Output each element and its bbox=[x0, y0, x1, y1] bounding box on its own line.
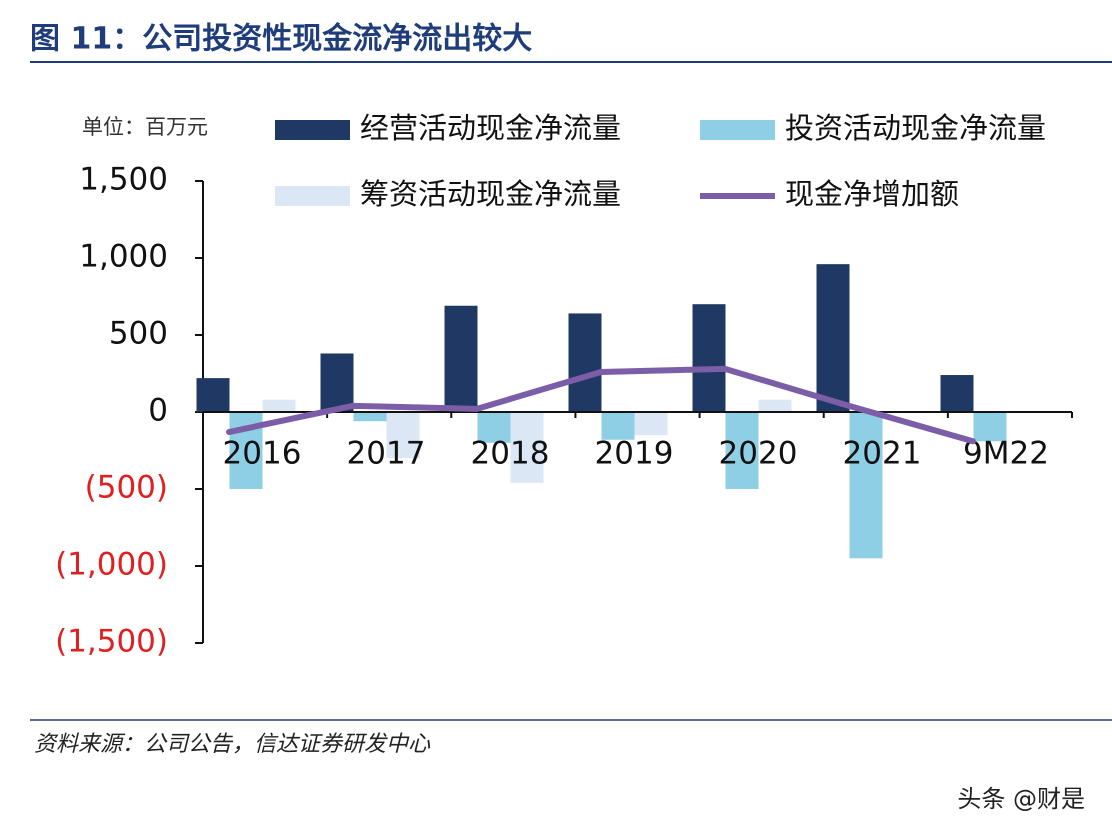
bar bbox=[973, 412, 1007, 442]
y-tick-label: 1,500 bbox=[79, 162, 168, 198]
y-tick-label: (1,500) bbox=[55, 624, 168, 660]
chart-title: 图 11：公司投资性现金流净流出较大 bbox=[30, 22, 532, 57]
x-tick-label: 2018 bbox=[471, 436, 550, 472]
bar bbox=[940, 375, 974, 412]
bar bbox=[196, 378, 230, 412]
bar bbox=[262, 399, 296, 412]
unit-label: 单位：百万元 bbox=[82, 115, 208, 139]
x-tick-label: 2020 bbox=[719, 436, 798, 472]
legend-swatch bbox=[275, 120, 350, 140]
legend-label: 筹资活动现金净流量 bbox=[360, 177, 621, 211]
x-tick-label: 2019 bbox=[595, 436, 674, 472]
y-tick-label: 500 bbox=[109, 316, 168, 352]
watermark: 头条 @财是 bbox=[957, 785, 1085, 813]
bar bbox=[692, 304, 726, 412]
bar bbox=[849, 412, 883, 559]
bar bbox=[725, 412, 759, 489]
legend-swatch bbox=[700, 120, 775, 140]
y-tick-label: 0 bbox=[148, 393, 168, 429]
bar bbox=[386, 412, 420, 459]
y-tick-label: 1,000 bbox=[79, 239, 168, 275]
y-tick-label: (500) bbox=[85, 470, 168, 506]
bar bbox=[601, 412, 635, 440]
legend-label: 投资活动现金净流量 bbox=[785, 111, 1046, 145]
bar bbox=[634, 412, 668, 436]
bar bbox=[477, 412, 511, 443]
x-tick-label: 9M22 bbox=[963, 436, 1049, 472]
bar bbox=[758, 399, 792, 412]
x-tick-label: 2016 bbox=[223, 436, 302, 472]
legend-label: 经营活动现金净流量 bbox=[360, 111, 621, 145]
bar bbox=[816, 264, 850, 412]
y-tick-label: (1,000) bbox=[55, 547, 168, 583]
bar bbox=[444, 305, 478, 412]
bar bbox=[510, 412, 544, 483]
x-tick-label: 2021 bbox=[843, 436, 922, 472]
legend-swatch bbox=[275, 186, 350, 206]
bar bbox=[353, 412, 387, 422]
x-tick-label: 2017 bbox=[347, 436, 426, 472]
bar bbox=[320, 353, 354, 412]
line bbox=[226, 365, 976, 445]
bar bbox=[568, 313, 602, 412]
legend-label: 现金净增加额 bbox=[785, 177, 959, 211]
source: 资料来源：公司公告，信达证券研发中心 bbox=[34, 732, 431, 757]
